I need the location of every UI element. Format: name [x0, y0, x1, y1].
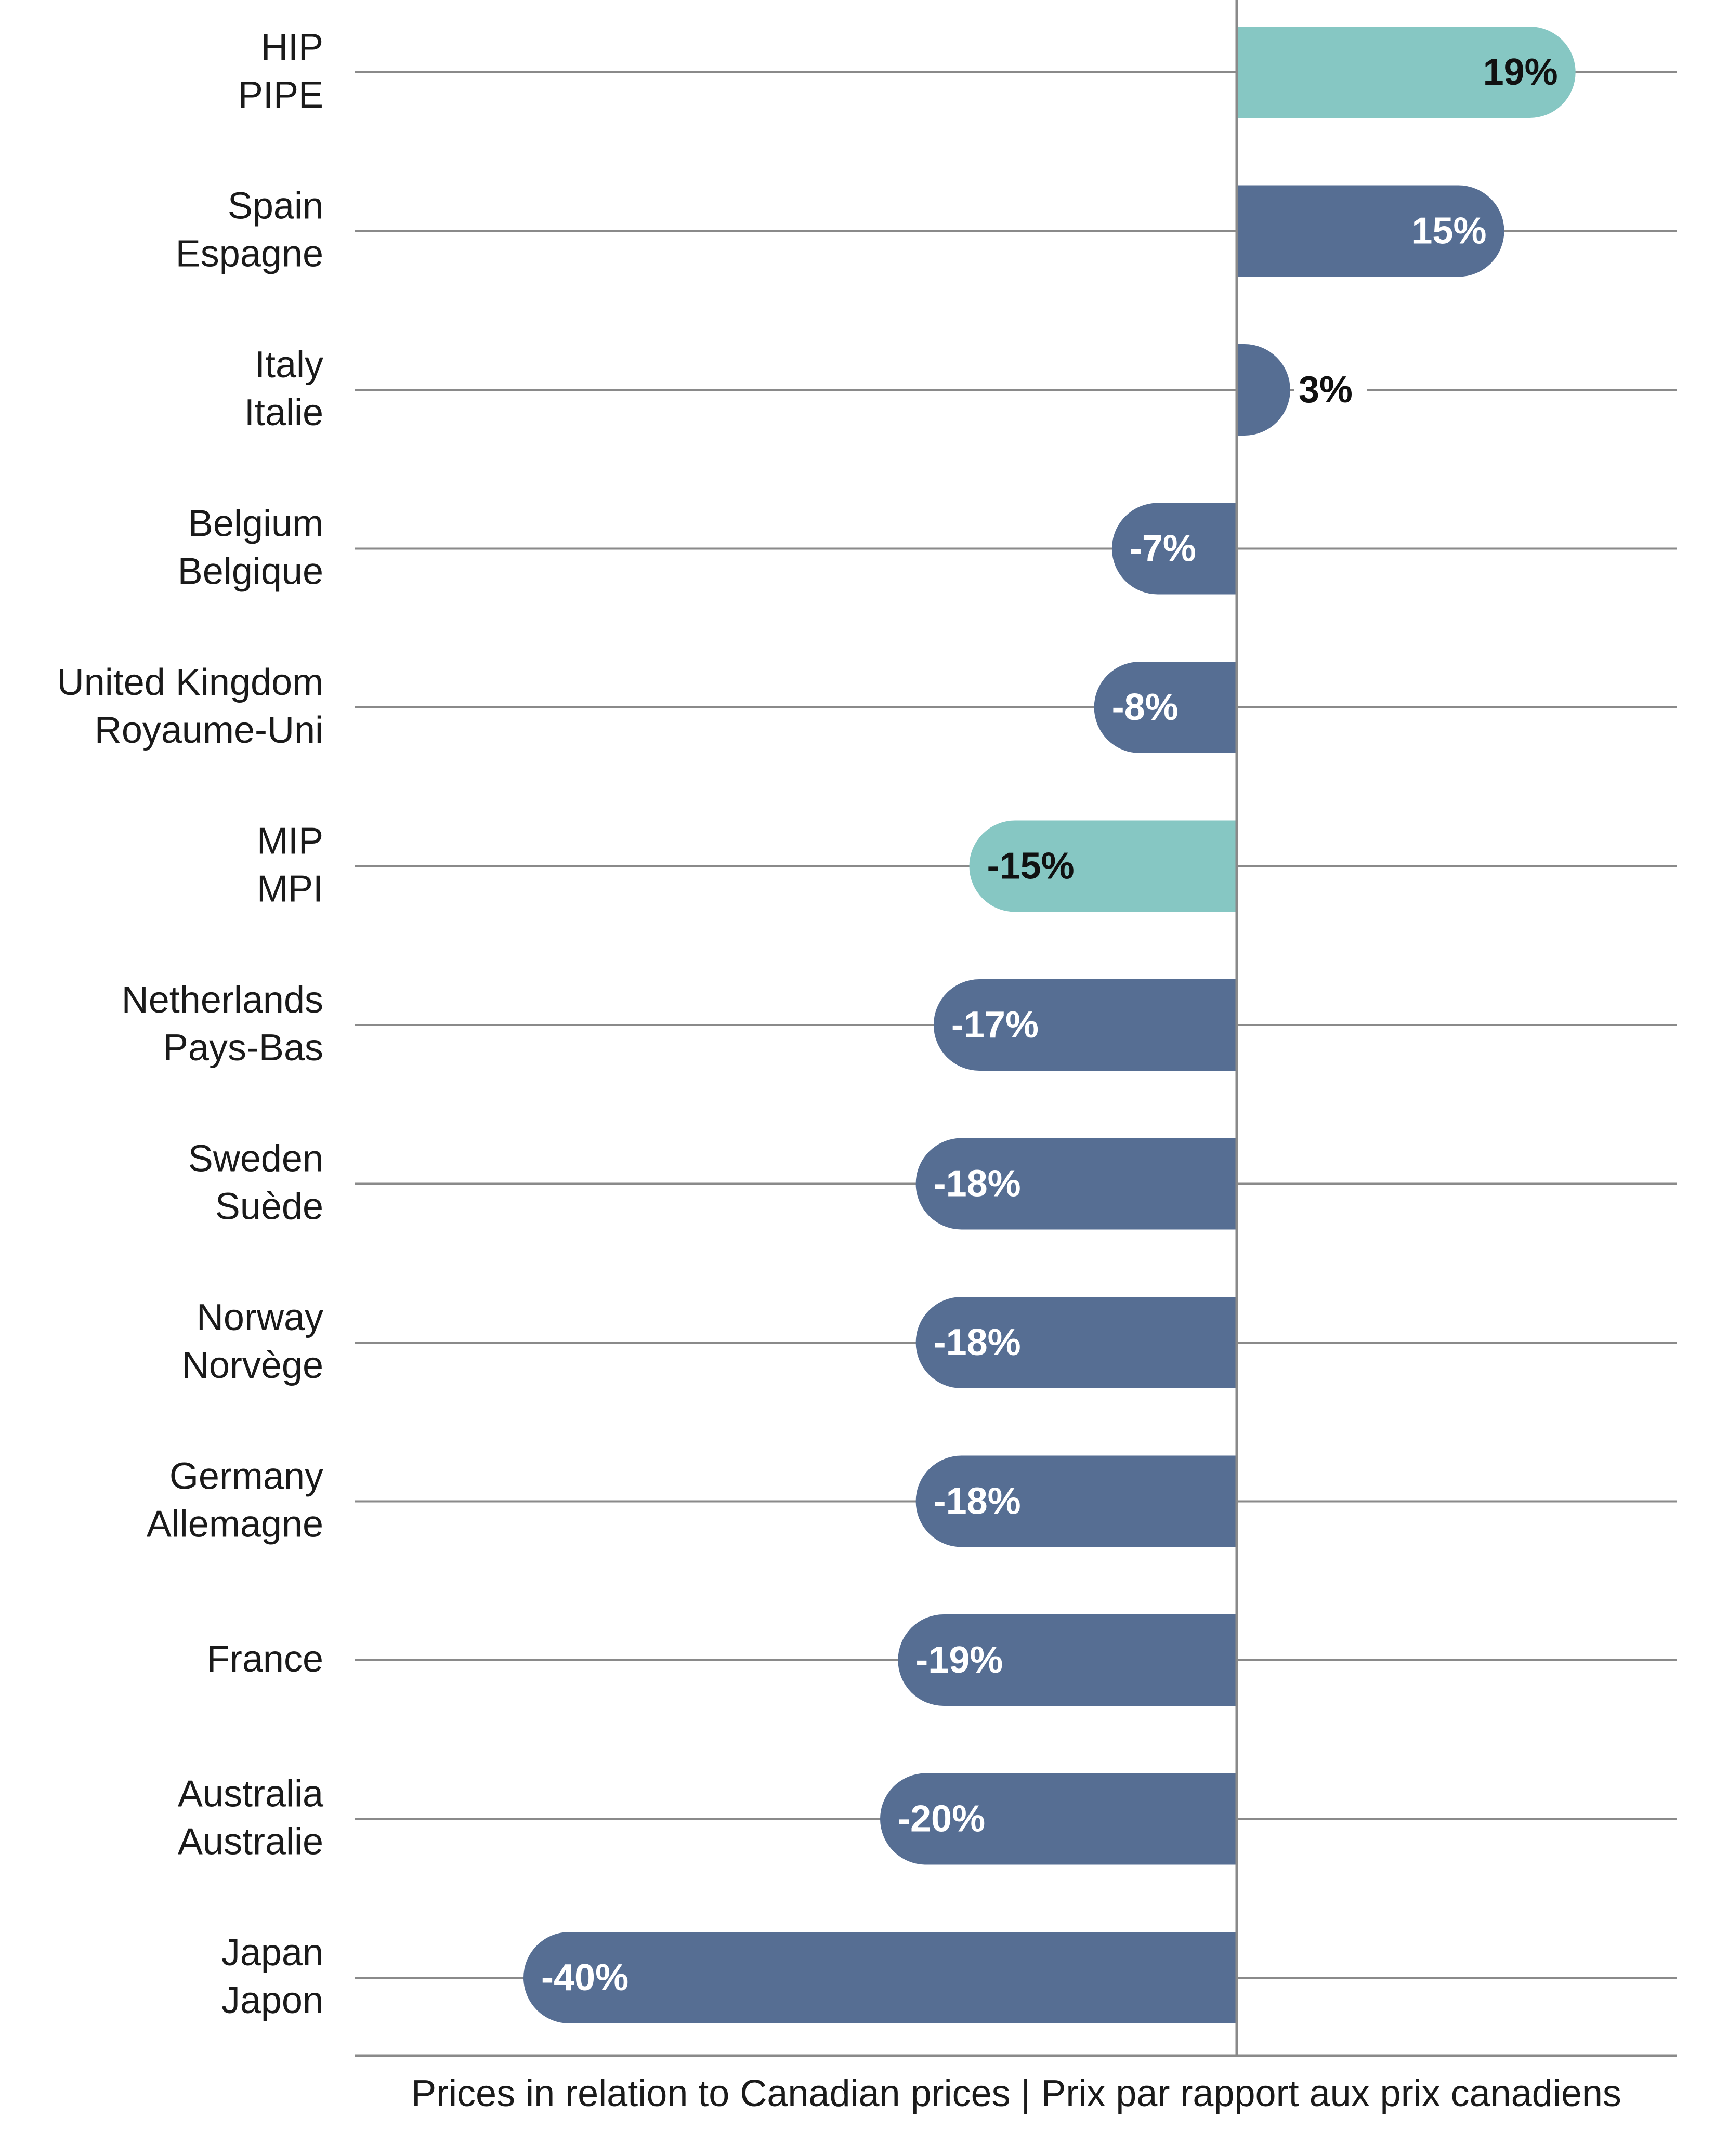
value-label: -19%: [915, 1639, 1003, 1681]
category-label-line: Belgium: [188, 503, 323, 545]
value-label: 15%: [1411, 211, 1486, 252]
category-label-line: Sweden: [188, 1138, 323, 1180]
category-label: Norway Norvège: [182, 1297, 323, 1386]
category-label: Germany Allemagne: [147, 1456, 323, 1545]
category-label-line: Allemagne: [147, 1504, 323, 1545]
bar: [898, 1614, 1237, 1706]
value-label: -40%: [541, 1957, 629, 1999]
category-label: United Kingdom Royaume-Uni: [57, 662, 323, 751]
category-label-line: Espagne: [176, 233, 323, 275]
bar: [1237, 344, 1290, 436]
bar: [969, 820, 1237, 912]
bar: [1094, 662, 1237, 753]
value-label: -8%: [1112, 687, 1179, 728]
value-label-backing: [1294, 368, 1367, 412]
bars: [523, 27, 1576, 2023]
category-label-line: France: [207, 1638, 323, 1680]
value-label: 3%: [1299, 369, 1353, 411]
category-label-line: Japon: [221, 1980, 323, 2021]
category-label-line: Italy: [255, 344, 323, 386]
category-label: Spain Espagne: [176, 186, 323, 275]
category-label: HIP PIPE: [238, 27, 323, 116]
category-label-line: Norvège: [182, 1345, 323, 1386]
value-label: -7%: [1130, 528, 1196, 570]
category-label-line: Australia: [178, 1773, 324, 1815]
category-label-line: Belgique: [178, 551, 323, 593]
category-label: Belgium Belgique: [178, 503, 323, 593]
category-label-line: Pays-Bas: [163, 1027, 323, 1069]
bar: [933, 979, 1237, 1071]
category-label: Netherlands Pays-Bas: [122, 979, 323, 1069]
value-label: -17%: [951, 1004, 1039, 1046]
category-label-line: Suède: [215, 1186, 323, 1228]
bar: [880, 1773, 1237, 1865]
bar: [915, 1297, 1237, 1388]
category-label: Japan Japon: [221, 1932, 323, 2021]
category-label: Australia Australie: [178, 1773, 324, 1863]
bar: [1237, 185, 1504, 277]
category-label: France: [207, 1638, 323, 1680]
category-label-line: Japan: [221, 1932, 323, 1974]
category-label-line: Australie: [178, 1821, 323, 1863]
bar: [915, 1455, 1237, 1547]
category-label-line: Spain: [228, 186, 323, 227]
bar: [523, 1932, 1237, 2023]
category-label-line: PIPE: [238, 74, 323, 116]
category-label: Italy Italie: [244, 344, 323, 433]
value-label: -15%: [987, 846, 1075, 887]
category-label-line: Italie: [244, 392, 323, 433]
bar: [1237, 27, 1576, 118]
category-label-line: HIP: [261, 27, 323, 68]
bar: [915, 1138, 1237, 1230]
category-label-line: Germany: [169, 1456, 323, 1497]
value-label: -18%: [934, 1163, 1021, 1205]
category-label-line: MPI: [257, 869, 323, 910]
category-label-line: Royaume-Uni: [95, 709, 323, 751]
value-label: 19%: [1483, 51, 1558, 93]
category-label: MIP MPI: [257, 821, 323, 910]
category-label-line: United Kingdom: [57, 662, 323, 703]
bar: [1111, 503, 1237, 595]
category-label-line: Norway: [197, 1297, 323, 1338]
category-label: Sweden Suède: [188, 1138, 323, 1228]
zero-axis-layer: [355, 0, 1677, 2057]
category-label-line: MIP: [257, 821, 323, 862]
value-label: -18%: [934, 1481, 1021, 1522]
x-axis-label: Prices in relation to Canadian prices | …: [411, 2073, 1621, 2114]
value-label: -18%: [934, 1322, 1021, 1363]
value-label: -20%: [898, 1798, 985, 1840]
value-labels: 19% 15% 3% -7% -8% -15% -17% -18% -18% -18% -19% -2…: [541, 51, 1558, 1999]
category-label-line: Netherlands: [122, 979, 323, 1021]
